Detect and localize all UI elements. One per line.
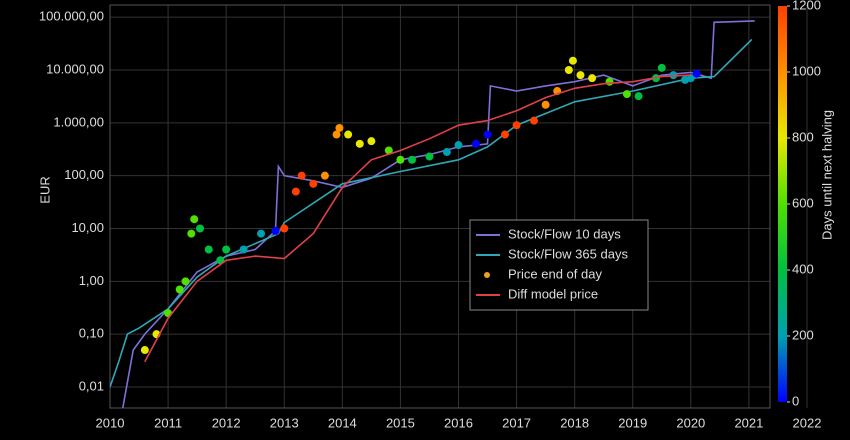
price-dot bbox=[530, 116, 539, 125]
y-tick-label: 100,00 bbox=[64, 167, 104, 182]
legend-label: Stock/Flow 10 days bbox=[508, 226, 621, 241]
price-dot bbox=[588, 74, 597, 83]
price-dot bbox=[187, 229, 196, 238]
price-dot bbox=[634, 92, 643, 101]
x-tick-label: 2019 bbox=[618, 415, 647, 430]
price-dot bbox=[692, 69, 701, 78]
price-dot bbox=[175, 285, 184, 294]
price-dot bbox=[181, 277, 190, 286]
legend-label: Price end of day bbox=[508, 266, 602, 281]
price-dot bbox=[297, 171, 306, 180]
y-tick-label: 1,00 bbox=[79, 273, 104, 288]
x-tick-label: 2010 bbox=[96, 415, 125, 430]
price-dot bbox=[196, 224, 205, 233]
price-dot bbox=[408, 155, 417, 164]
series-line bbox=[144, 74, 691, 363]
y-tick-label: 0,01 bbox=[79, 378, 104, 393]
x-tick-label: 2016 bbox=[444, 415, 473, 430]
price-dot bbox=[605, 77, 614, 86]
price-dot bbox=[271, 226, 280, 235]
price-dot bbox=[291, 187, 300, 196]
price-dot bbox=[425, 152, 434, 161]
legend-label: Diff model price bbox=[508, 286, 598, 301]
y-tick-label: 0,10 bbox=[79, 326, 104, 341]
colorbar-tick-label: 800 bbox=[792, 129, 814, 144]
colorbar-tick-label: 200 bbox=[792, 327, 814, 342]
price-dot bbox=[384, 146, 393, 155]
colorbar bbox=[778, 6, 787, 402]
y-tick-label: 100.000,00 bbox=[39, 9, 104, 24]
price-dot bbox=[512, 121, 521, 130]
y-axis-label: EUR bbox=[37, 176, 52, 203]
x-tick-label: 2021 bbox=[734, 415, 763, 430]
price-dot bbox=[344, 130, 353, 139]
x-tick-label: 2017 bbox=[502, 415, 531, 430]
x-tick-label: 2022 bbox=[793, 415, 822, 430]
series-line bbox=[110, 38, 753, 388]
price-dot bbox=[454, 141, 463, 150]
price-dot bbox=[442, 148, 451, 157]
price-dot bbox=[657, 63, 666, 72]
price-dot bbox=[335, 123, 344, 132]
plot-frame bbox=[109, 4, 771, 409]
price-dot bbox=[355, 139, 364, 148]
price-dot bbox=[471, 139, 480, 148]
plot bbox=[110, 20, 755, 408]
x-tick-label: 2013 bbox=[270, 415, 299, 430]
x-tick-label: 2014 bbox=[328, 415, 357, 430]
y-tick-label: 10,00 bbox=[71, 220, 104, 235]
price-dot bbox=[309, 179, 318, 188]
x-tick-label: 2020 bbox=[676, 415, 705, 430]
colorbar-tick-label: 1000 bbox=[792, 63, 821, 78]
colorbar-tick-label: 1200 bbox=[792, 0, 821, 12]
price-dot bbox=[239, 245, 248, 254]
price-dot bbox=[140, 346, 149, 355]
y-tick-label: 10.000,00 bbox=[46, 61, 104, 76]
legend-label: Stock/Flow 365 days bbox=[508, 246, 628, 261]
colorbar-tick-label: 600 bbox=[792, 195, 814, 210]
colorbar-tick-label: 0 bbox=[792, 393, 799, 408]
price-dot bbox=[222, 245, 231, 254]
price-dot bbox=[483, 130, 492, 139]
price-dot bbox=[367, 137, 376, 146]
x-tick-label: 2015 bbox=[386, 415, 415, 430]
price-dot bbox=[669, 71, 678, 80]
legend-symbol bbox=[484, 272, 490, 278]
price-dot bbox=[280, 224, 289, 233]
x-tick-label: 2012 bbox=[212, 415, 241, 430]
price-dot bbox=[564, 66, 573, 75]
price-dot bbox=[320, 171, 329, 180]
price-dot bbox=[622, 90, 631, 99]
price-dot bbox=[190, 215, 199, 224]
price-dot bbox=[568, 56, 577, 65]
price-dot bbox=[541, 100, 550, 109]
colorbar-tick-label: 400 bbox=[792, 261, 814, 276]
price-dot bbox=[576, 71, 585, 80]
y-tick-label: 1.000,00 bbox=[53, 114, 104, 129]
price-dot bbox=[257, 229, 266, 238]
colorbar-title: Days until next halving bbox=[819, 110, 834, 240]
x-tick-label: 2018 bbox=[560, 415, 589, 430]
price-dot bbox=[686, 74, 695, 83]
price-dot bbox=[396, 155, 405, 164]
x-tick-label: 2011 bbox=[154, 415, 182, 430]
price-dot bbox=[204, 245, 213, 254]
price-dot bbox=[332, 130, 341, 139]
price-dot bbox=[500, 130, 509, 139]
